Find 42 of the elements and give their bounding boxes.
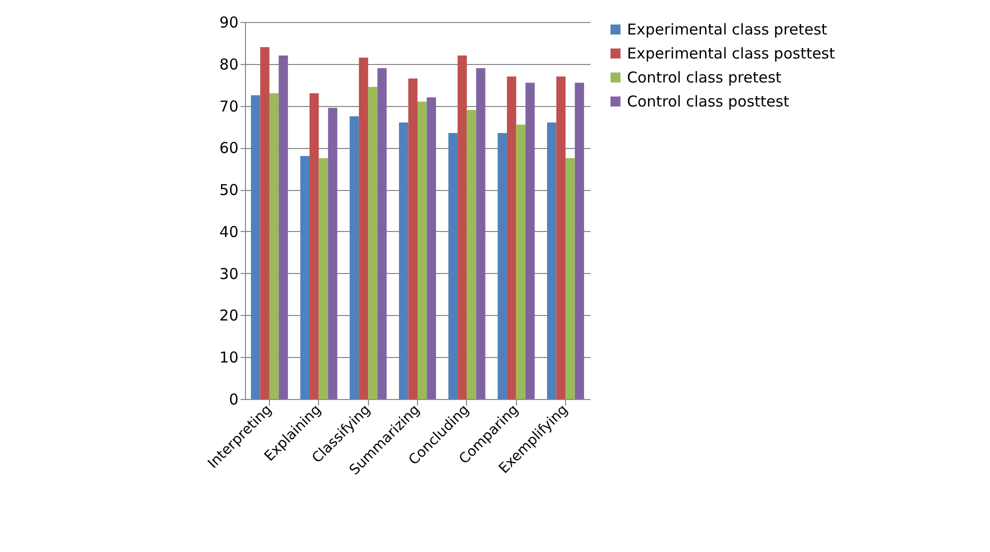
- bar: [547, 122, 556, 399]
- bar: [310, 93, 319, 399]
- bar: [566, 158, 575, 399]
- bar: [458, 56, 467, 399]
- y-tick-label: 20: [219, 306, 238, 325]
- bar: [278, 56, 288, 399]
- bar: [476, 68, 486, 399]
- bar: [574, 82, 584, 399]
- legend-label: Experimental class posttest: [627, 44, 836, 62]
- y-tick-label: 40: [219, 222, 238, 241]
- bar: [398, 122, 408, 399]
- y-tick-label: 90: [219, 14, 238, 32]
- bar: [377, 68, 387, 399]
- bar: [250, 95, 260, 399]
- bar: [269, 93, 279, 399]
- bar: [408, 78, 418, 399]
- y-tick-label: 60: [219, 139, 238, 158]
- bar: [506, 76, 516, 399]
- bar: [418, 102, 427, 399]
- bar: [466, 110, 476, 399]
- bar: [426, 97, 436, 399]
- bar: [300, 156, 310, 399]
- y-tick-label: 30: [219, 264, 238, 283]
- y-tick-label: 0: [228, 390, 238, 408]
- legend-label: Control class pretest: [627, 68, 782, 86]
- bar: [318, 158, 328, 399]
- bar: [525, 82, 535, 399]
- bar: [498, 133, 507, 399]
- y-tick-label: 10: [219, 348, 238, 367]
- legend-label: Control class posttest: [627, 92, 790, 110]
- bar: [260, 47, 270, 399]
- bar: [556, 76, 566, 399]
- y-tick-label: 70: [219, 97, 238, 116]
- bar: [448, 133, 458, 399]
- bar: [516, 124, 526, 399]
- bar: [368, 86, 378, 399]
- y-tick-label: 80: [219, 55, 238, 74]
- bar: [358, 58, 368, 399]
- legend-label: Experimental class pretest: [627, 20, 828, 38]
- bar: [350, 116, 359, 399]
- bar: [328, 108, 338, 399]
- y-tick-label: 50: [219, 181, 238, 200]
